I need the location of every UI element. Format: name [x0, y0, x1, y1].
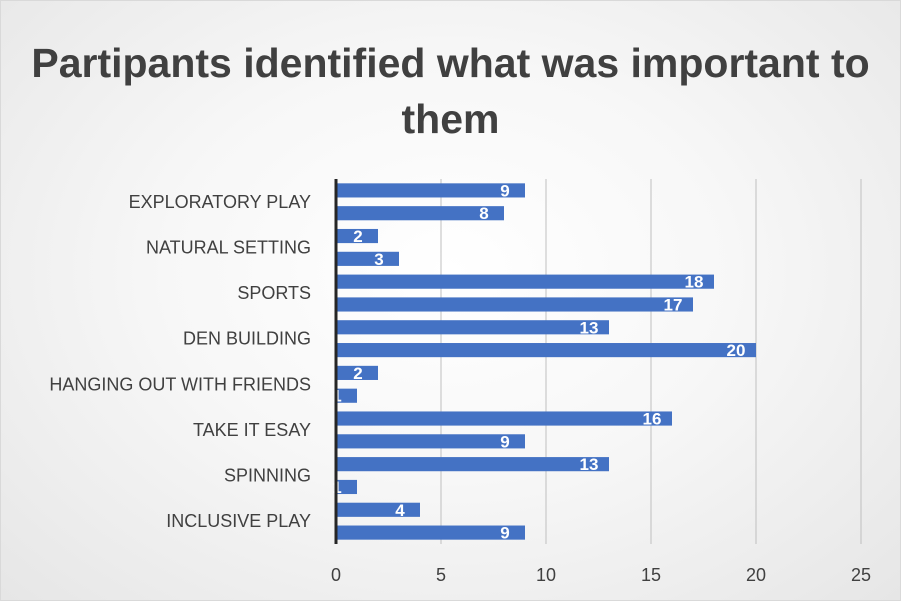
- category-label-1: NATURAL SETTING: [146, 237, 311, 257]
- data-label-8: 2: [353, 364, 362, 383]
- bar-6: [336, 320, 609, 335]
- bar-4: [336, 274, 714, 289]
- bar-13: [336, 479, 357, 495]
- data-label-7: 20: [727, 341, 746, 360]
- bar-15: [336, 525, 525, 540]
- x-tick-label-4: 20: [746, 565, 766, 585]
- data-label-2: 2: [353, 227, 362, 246]
- bar-2: [336, 228, 378, 244]
- bar-1: [336, 206, 504, 221]
- x-tick-label-2: 10: [536, 565, 556, 585]
- category-label-3: DEN BUILDING: [183, 329, 311, 349]
- chart-title: Partipants identified what was important…: [31, 40, 870, 142]
- bar-3: [336, 251, 399, 266]
- data-label-6: 13: [580, 318, 599, 337]
- x-tick-label-3: 15: [641, 565, 661, 585]
- data-label-5: 17: [664, 295, 683, 314]
- bar-7: [336, 343, 756, 358]
- bar-12: [336, 457, 609, 472]
- bar-14: [336, 502, 420, 517]
- category-label-4: HANGING OUT WITH FRIENDS: [49, 374, 311, 394]
- category-label-2: SPORTS: [237, 283, 311, 303]
- bar-0: [336, 183, 525, 198]
- bar-11: [336, 434, 525, 449]
- data-label-14: 4: [395, 501, 405, 520]
- category-label-6: SPINNING: [224, 466, 311, 486]
- bar-10: [336, 411, 672, 426]
- data-label-3: 3: [374, 250, 383, 269]
- x-tick-label-0: 0: [331, 565, 341, 585]
- data-label-11: 9: [500, 432, 509, 451]
- data-label-4: 18: [685, 273, 704, 292]
- bar-8: [336, 365, 378, 380]
- data-label-10: 16: [643, 410, 662, 429]
- category-label-5: TAKE IT ESAY: [193, 420, 311, 440]
- data-label-1: 8: [479, 204, 488, 223]
- x-tick-label-1: 5: [436, 565, 446, 585]
- data-label-0: 9: [500, 181, 509, 200]
- category-label-0: EXPLORATORY PLAY: [129, 192, 311, 212]
- bar-5: [336, 297, 693, 312]
- data-label-12: 13: [580, 455, 599, 474]
- category-label-7: INCLUSIVE PLAY: [166, 511, 311, 531]
- bar-9: [336, 388, 357, 403]
- x-tick-label-5: 25: [851, 565, 871, 585]
- data-label-15: 9: [500, 524, 509, 543]
